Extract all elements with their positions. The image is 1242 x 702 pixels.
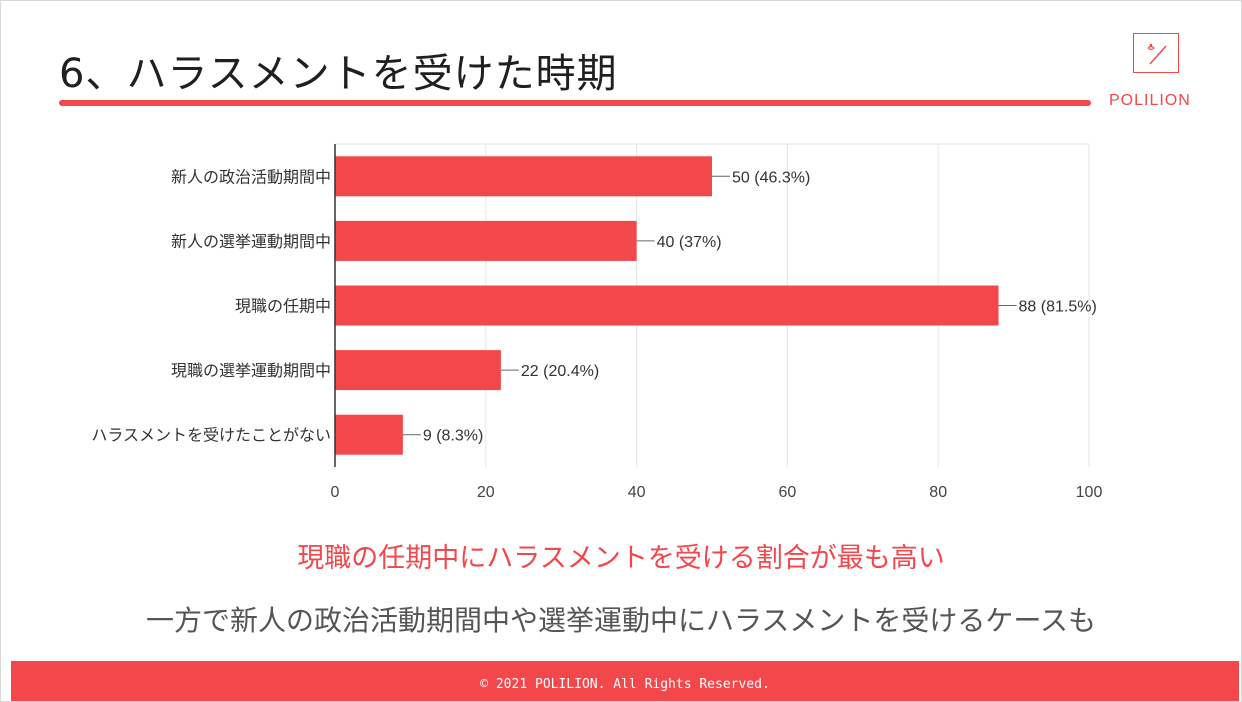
x-tick-label: 60 — [779, 484, 797, 501]
data-label: 40 (37%) — [657, 234, 722, 251]
x-tick-label: 0 — [331, 484, 340, 501]
bar-chart: 0 20 40 60 80 100 新人の政治活動期間中 50 (46.3%) 新人の選挙運動期… — [91, 143, 1103, 501]
data-label: 50 (46.3%) — [732, 169, 810, 186]
category-label: ハラスメントを受けたことがない — [91, 426, 331, 445]
x-tick-label: 20 — [477, 484, 495, 501]
bar — [335, 350, 501, 391]
bar — [335, 220, 637, 261]
bar — [335, 285, 999, 326]
category-label: 新人の政治活動期間中 — [171, 167, 331, 186]
polilion-logo-icon — [1133, 33, 1179, 73]
category-label: 現職の任期中 — [235, 297, 331, 316]
headline: 現職の任期中にハラスメントを受ける割合が最も高い — [297, 543, 945, 574]
data-label: 9 (8.3%) — [423, 428, 483, 445]
copyright-text: © 2021 POLILION. All Rights Reserved. — [480, 677, 770, 692]
slide-title: 6、ハラスメントを受けた時期 — [59, 51, 618, 97]
bar — [335, 156, 712, 197]
x-tick-label: 80 — [929, 484, 947, 501]
bar — [335, 414, 403, 455]
subline: 一方で新人の政治活動期間中や選挙運動中にハラスメントを受けるケースも — [145, 604, 1097, 637]
category-label: 現職の選挙運動期間中 — [171, 361, 331, 380]
title-underline — [59, 100, 1091, 106]
footer-bar: © 2021 POLILION. All Rights Reserved. — [11, 661, 1239, 701]
data-label: 22 (20.4%) — [521, 363, 599, 380]
data-label: 88 (81.5%) — [1019, 299, 1097, 316]
x-tick-label: 40 — [628, 484, 646, 501]
brand-name: POLILION — [1109, 92, 1191, 109]
category-label: 新人の選挙運動期間中 — [171, 232, 331, 251]
x-tick-label: 100 — [1076, 484, 1103, 501]
